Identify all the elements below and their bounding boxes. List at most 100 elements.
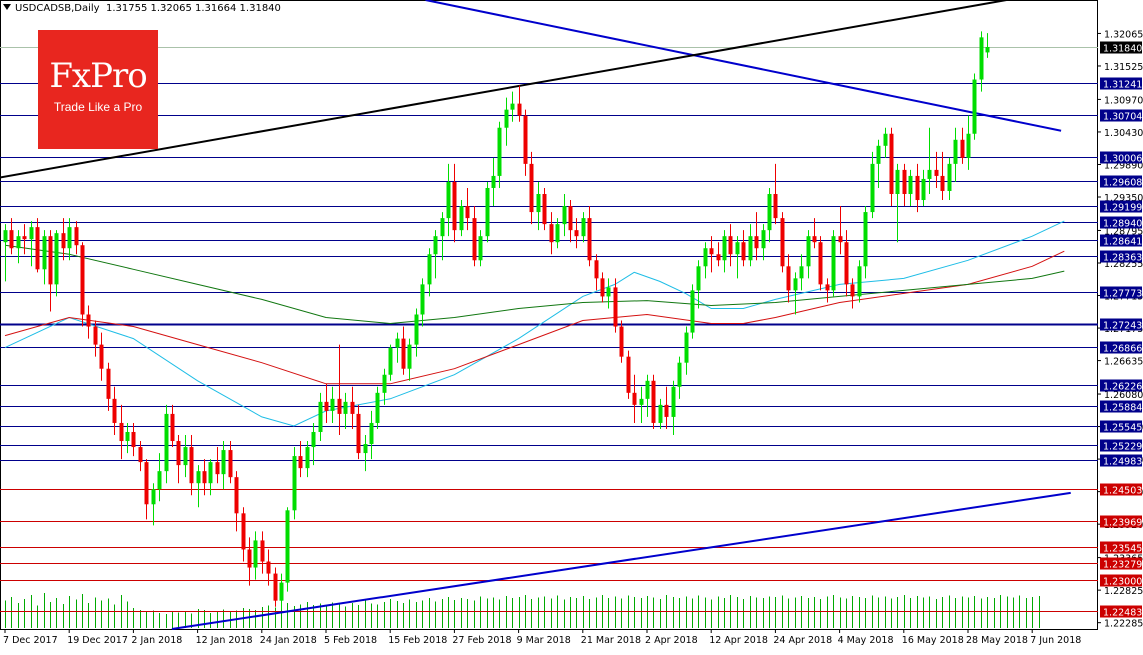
candle-body bbox=[350, 401, 355, 414]
candle-body bbox=[761, 230, 766, 249]
candle-body bbox=[67, 227, 72, 249]
level-label: 1.22483 bbox=[1103, 608, 1142, 619]
candle-body bbox=[960, 139, 965, 158]
candle-body bbox=[343, 401, 348, 414]
x-tick-label: 5 Feb 2018 bbox=[324, 635, 377, 646]
candle-body bbox=[3, 230, 8, 243]
candle-body bbox=[850, 284, 855, 297]
candle-body bbox=[651, 380, 656, 423]
candle-body bbox=[972, 79, 977, 134]
candle-body bbox=[895, 169, 900, 195]
candle-body bbox=[42, 236, 47, 270]
candle-body bbox=[86, 314, 91, 327]
candle-body bbox=[902, 169, 907, 195]
candle-body bbox=[119, 422, 124, 442]
x-tick-label: 19 Dec 2017 bbox=[67, 635, 128, 646]
candle-body bbox=[221, 450, 226, 475]
level-label-box bbox=[1100, 151, 1142, 164]
candles bbox=[3, 31, 990, 610]
level-label-box bbox=[1100, 200, 1142, 213]
level-label-box bbox=[1100, 109, 1142, 122]
candle-body bbox=[298, 456, 303, 469]
candle-body bbox=[947, 163, 952, 191]
candle-body bbox=[574, 230, 579, 237]
candle-body bbox=[363, 444, 368, 454]
dropdown-triangle-icon[interactable] bbox=[3, 4, 11, 10]
level-label: 1.31840 bbox=[1103, 44, 1142, 55]
candle-body bbox=[22, 236, 27, 240]
y-tick-label: 1.22285 bbox=[1104, 619, 1143, 630]
level-label: 1.27773 bbox=[1103, 289, 1142, 300]
candle-body bbox=[639, 398, 644, 405]
candle-body bbox=[99, 344, 104, 369]
trendline bbox=[425, 0, 1062, 132]
level-label-box bbox=[1100, 454, 1142, 467]
x-tick-label: 4 May 2018 bbox=[838, 635, 894, 646]
candle-body bbox=[414, 314, 419, 345]
x-tick-label: 24 Jan 2018 bbox=[260, 635, 317, 646]
candle-body bbox=[29, 227, 34, 240]
candle-body bbox=[311, 431, 316, 448]
y-tick-label: 1.26635 bbox=[1104, 357, 1143, 368]
candle-body bbox=[542, 194, 547, 225]
level-label: 1.28641 bbox=[1103, 237, 1142, 248]
level-label-box bbox=[1100, 41, 1142, 54]
level-label-box bbox=[1100, 515, 1142, 528]
candle-body bbox=[337, 398, 342, 414]
level-label-box bbox=[1100, 318, 1142, 331]
candle-body bbox=[189, 447, 194, 484]
candle-body bbox=[915, 175, 920, 201]
candle-body bbox=[285, 510, 290, 583]
candle-body bbox=[375, 392, 380, 423]
candle-body bbox=[703, 248, 708, 267]
candle-body bbox=[48, 236, 53, 285]
x-tick-label: 2 Jan 2018 bbox=[131, 635, 182, 646]
candle-body bbox=[305, 447, 310, 469]
candle-body bbox=[549, 224, 554, 243]
candle-body bbox=[677, 362, 682, 387]
candle-body bbox=[773, 194, 778, 219]
level-label: 1.29608 bbox=[1103, 178, 1142, 189]
candle-body bbox=[562, 206, 567, 225]
candle-body bbox=[517, 103, 522, 116]
y-tick-label: 1.26080 bbox=[1104, 390, 1143, 401]
level-label-box bbox=[1100, 400, 1142, 413]
candle-body bbox=[196, 471, 201, 484]
candle-body bbox=[754, 236, 759, 249]
x-tick-label: 12 Jan 2018 bbox=[196, 635, 253, 646]
candle-body bbox=[716, 254, 721, 261]
candle-body bbox=[985, 46, 990, 53]
candle-body bbox=[741, 242, 746, 261]
level-label-box bbox=[1100, 605, 1142, 618]
level-label-box bbox=[1100, 175, 1142, 188]
candle-body bbox=[594, 260, 599, 279]
candle-body bbox=[112, 398, 117, 423]
moving-average-line bbox=[4, 250, 1065, 385]
candle-body bbox=[504, 109, 509, 128]
moving-average-line bbox=[4, 244, 1065, 325]
level-label-box bbox=[1100, 77, 1142, 90]
candle-body bbox=[844, 242, 849, 285]
logo-tagline: Trade Like a Pro bbox=[53, 100, 143, 114]
candle-body bbox=[690, 290, 695, 333]
candle-body bbox=[748, 236, 753, 261]
level-label: 1.23279 bbox=[1103, 560, 1142, 571]
candle-body bbox=[170, 413, 175, 442]
candle-body bbox=[613, 287, 618, 327]
candle-body bbox=[870, 163, 875, 213]
horizontal-levels bbox=[0, 47, 1098, 612]
x-tick-label: 7 Jun 2018 bbox=[1030, 635, 1081, 646]
candle-body bbox=[80, 245, 85, 315]
candle-body bbox=[228, 450, 233, 478]
candle-body bbox=[330, 398, 335, 411]
candle-body bbox=[234, 477, 239, 514]
y-tick-label: 1.22825 bbox=[1104, 586, 1143, 597]
candle-body bbox=[144, 462, 149, 505]
candle-body bbox=[953, 139, 958, 164]
chart-header: USDCADSB,Daily 1.31755 1.32065 1.31664 1… bbox=[3, 3, 281, 14]
candle-body bbox=[388, 347, 393, 375]
candle-body bbox=[799, 266, 804, 279]
candle-body bbox=[407, 344, 412, 369]
candle-body bbox=[626, 356, 631, 393]
